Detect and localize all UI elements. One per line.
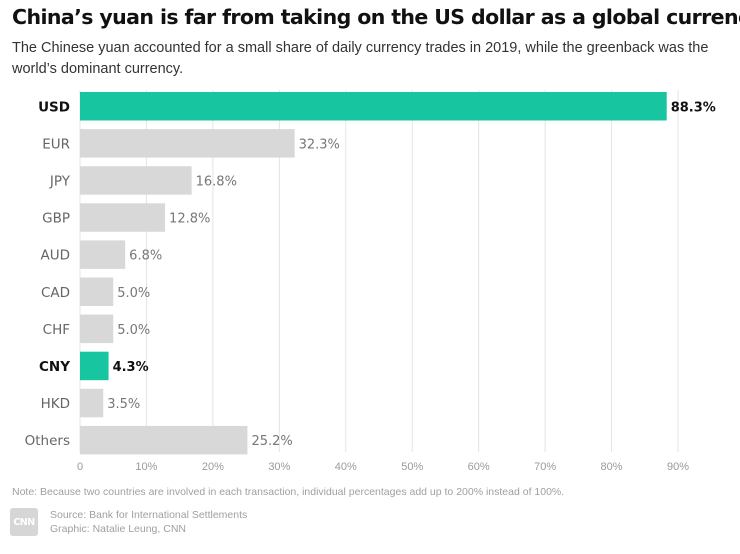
bar-chf [80, 314, 114, 344]
bar-gbp [80, 203, 166, 232]
category-label: CAD [41, 285, 70, 301]
x-tick-label: 30% [268, 461, 290, 473]
value-label: 88.3% [671, 100, 716, 115]
bar-hkd [80, 388, 104, 418]
bar-cad [80, 277, 114, 306]
cnn-logo: CNN [10, 508, 38, 536]
credit-line: Graphic: Natalie Leung, CNN [50, 522, 186, 535]
x-tick-label: 60% [468, 461, 490, 473]
bar-usd [80, 92, 667, 121]
bar-others [80, 425, 248, 455]
category-label: Others [25, 433, 70, 449]
footnote: Note: Because two countries are involved… [12, 486, 565, 498]
bar-jpy [80, 166, 192, 195]
bar-chart: 0 10% 20% 30% 40% 50% 60% 70% 80% 90% USD 88.3% EUR 3… [25, 90, 716, 473]
x-tick-label: 80% [601, 461, 623, 473]
category-label: CHF [43, 322, 70, 338]
bar-aud [80, 240, 126, 269]
category-label: CNY [39, 359, 70, 375]
x-tick-label: 20% [202, 461, 224, 473]
x-tick-label: 10% [135, 461, 157, 473]
value-label: 12.8% [169, 212, 210, 227]
value-label: 4.3% [113, 360, 149, 375]
category-label: USD [38, 99, 70, 115]
value-label: 6.8% [129, 249, 162, 264]
category-label: EUR [42, 136, 70, 152]
value-label: 16.8% [196, 174, 237, 189]
value-label: 5.0% [117, 286, 150, 301]
x-tick-label: 90% [667, 461, 689, 473]
chart-title: China’s yuan is far from taking on the U… [12, 5, 740, 29]
x-tick-label: 70% [534, 461, 556, 473]
x-tick-label: 0 [77, 461, 83, 473]
bar-eur [80, 129, 295, 158]
category-label: JPY [49, 173, 71, 189]
value-label: 5.0% [117, 323, 150, 338]
value-label: 3.5% [107, 397, 140, 412]
category-label: GBP [42, 211, 70, 227]
value-label: 32.3% [299, 137, 340, 152]
category-label: AUD [40, 248, 70, 264]
source-line: Source: Bank for International Settlemen… [50, 509, 248, 521]
x-tick-label: 50% [401, 461, 423, 473]
source-credit: Source: Bank for International Settlemen… [50, 509, 247, 536]
chart-subtitle: The Chinese yuan accounted for a small s… [12, 40, 709, 77]
value-label: 25.2% [251, 434, 292, 449]
x-tick-label: 40% [335, 461, 357, 473]
bar-cny [80, 351, 109, 381]
category-label: HKD [41, 396, 70, 412]
